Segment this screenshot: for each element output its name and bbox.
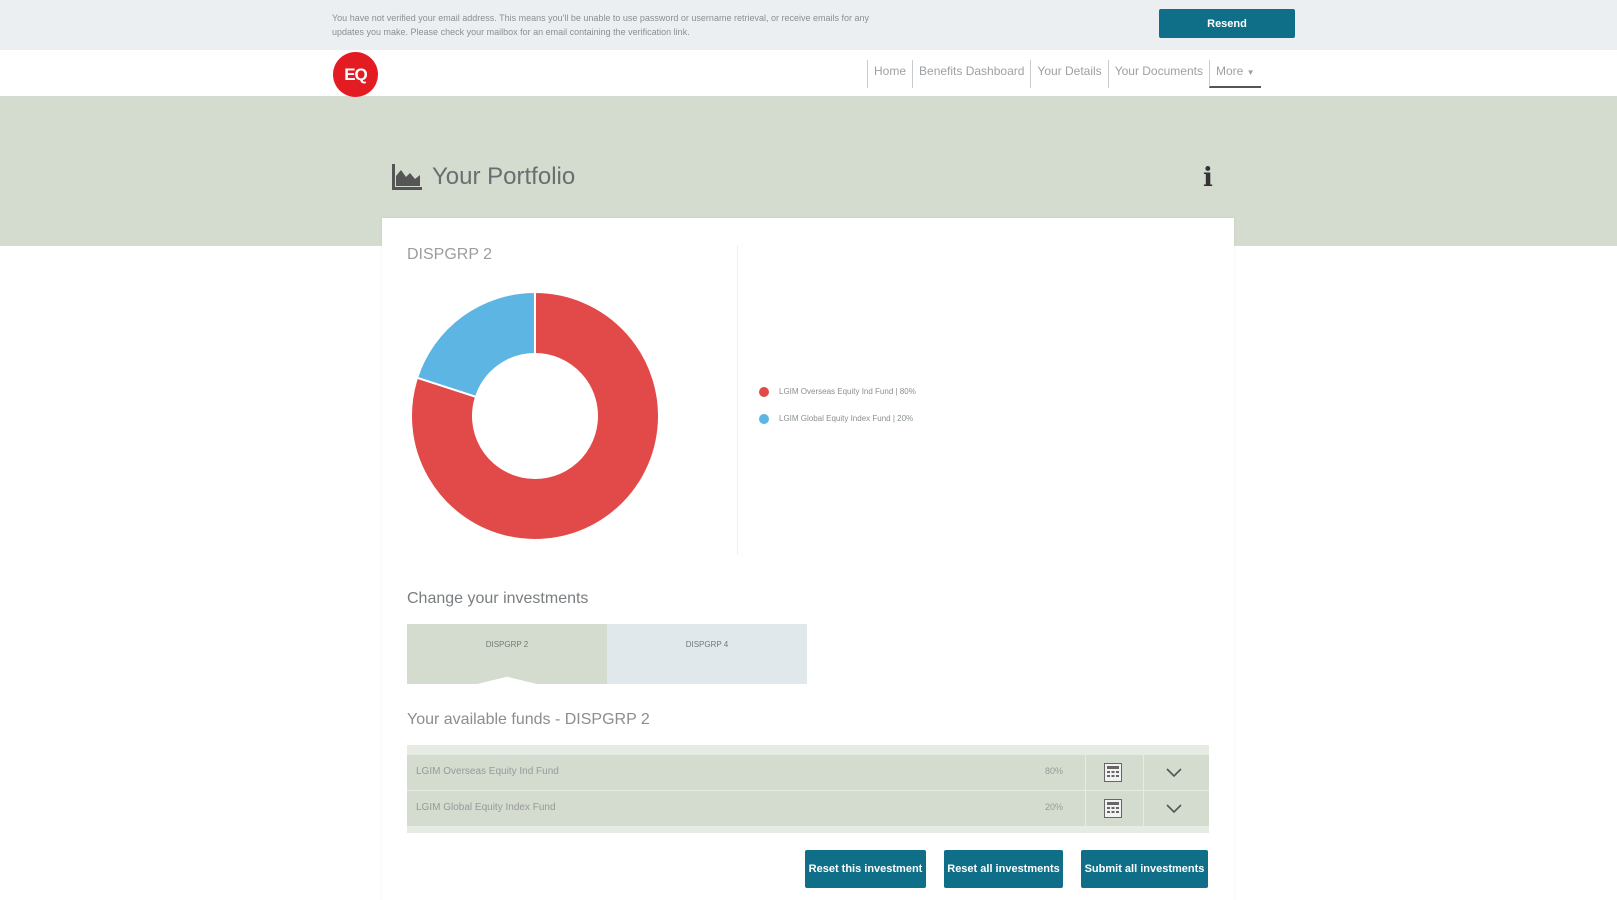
area-chart-icon (392, 164, 422, 190)
cell-separator (1085, 791, 1086, 826)
verification-banner: You have not verified your email address… (0, 0, 1617, 50)
chevron-down-icon[interactable] (1164, 764, 1184, 780)
legend-item: LGIM Global Equity Index Fund | 20% (759, 405, 916, 432)
available-funds-title: Your available funds - DISPGRP 2 (407, 711, 650, 728)
tab-dispgrp-2[interactable]: DISPGRP 2 (407, 624, 607, 684)
resend-button[interactable]: Resend (1159, 9, 1295, 38)
eq-logo[interactable]: EQ (333, 52, 378, 97)
chart-divider (737, 245, 738, 555)
caret-down-icon: ▼ (1246, 68, 1255, 77)
group-tabs: DISPGRP 2 DISPGRP 4 (407, 624, 807, 684)
fund-percentage: 20% (1045, 802, 1064, 812)
funds-table: LGIM Overseas Equity Ind Fund 80% LGIM G… (407, 745, 1209, 833)
table-row: LGIM Global Equity Index Fund 20% (407, 791, 1209, 826)
nav-more-label: More (1215, 64, 1244, 78)
donut-slice-2[interactable] (415, 290, 536, 399)
cell-separator (1143, 755, 1144, 790)
fund-percentage: 80% (1045, 766, 1064, 776)
nav-more[interactable]: More ▼ (1208, 60, 1261, 88)
portfolio-group-title: DISPGRP 2 (407, 246, 493, 263)
calculator-icon[interactable] (1104, 799, 1122, 818)
legend-item: LGIM Overseas Equity Ind Fund | 80% (759, 378, 916, 405)
fund-name: LGIM Global Equity Index Fund (416, 802, 556, 813)
table-row: LGIM Overseas Equity Ind Fund 80% (407, 755, 1209, 790)
calculator-icon[interactable] (1104, 763, 1122, 782)
legend-label: LGIM Global Equity Index Fund | 20% (779, 414, 914, 423)
legend-label: LGIM Overseas Equity Ind Fund | 80% (779, 387, 916, 396)
cell-separator (1085, 755, 1086, 790)
info-icon[interactable]: i (1203, 163, 1213, 193)
chevron-down-icon[interactable] (1164, 800, 1184, 816)
reset-this-investment-button[interactable]: Reset this investment (805, 850, 926, 888)
nav-your-documents[interactable]: Your Documents (1107, 60, 1209, 88)
submit-all-investments-button[interactable]: Submit all investments (1081, 850, 1208, 888)
main-nav: Home Benefits Dashboard Your Details You… (867, 60, 1261, 88)
donut-slice-1[interactable] (410, 290, 660, 541)
reset-all-investments-button[interactable]: Reset all investments (944, 850, 1063, 888)
verification-message: You have not verified your email address… (332, 13, 869, 37)
chart-legend: LGIM Overseas Equity Ind Fund | 80% LGIM… (759, 378, 916, 432)
legend-dot (759, 413, 769, 424)
portfolio-donut-chart (410, 290, 660, 541)
cell-separator (1143, 791, 1144, 826)
fund-name: LGIM Overseas Equity Ind Fund (416, 766, 559, 777)
site-header (0, 50, 1617, 98)
page-title: Your Portfolio (432, 163, 576, 190)
nav-your-details[interactable]: Your Details (1030, 60, 1107, 88)
legend-dot (759, 386, 769, 397)
tab-dispgrp-4[interactable]: DISPGRP 4 (607, 624, 807, 684)
change-investments-title: Change your investments (407, 590, 589, 607)
nav-benefits-dashboard[interactable]: Benefits Dashboard (912, 60, 1030, 88)
nav-home[interactable]: Home (867, 60, 912, 88)
